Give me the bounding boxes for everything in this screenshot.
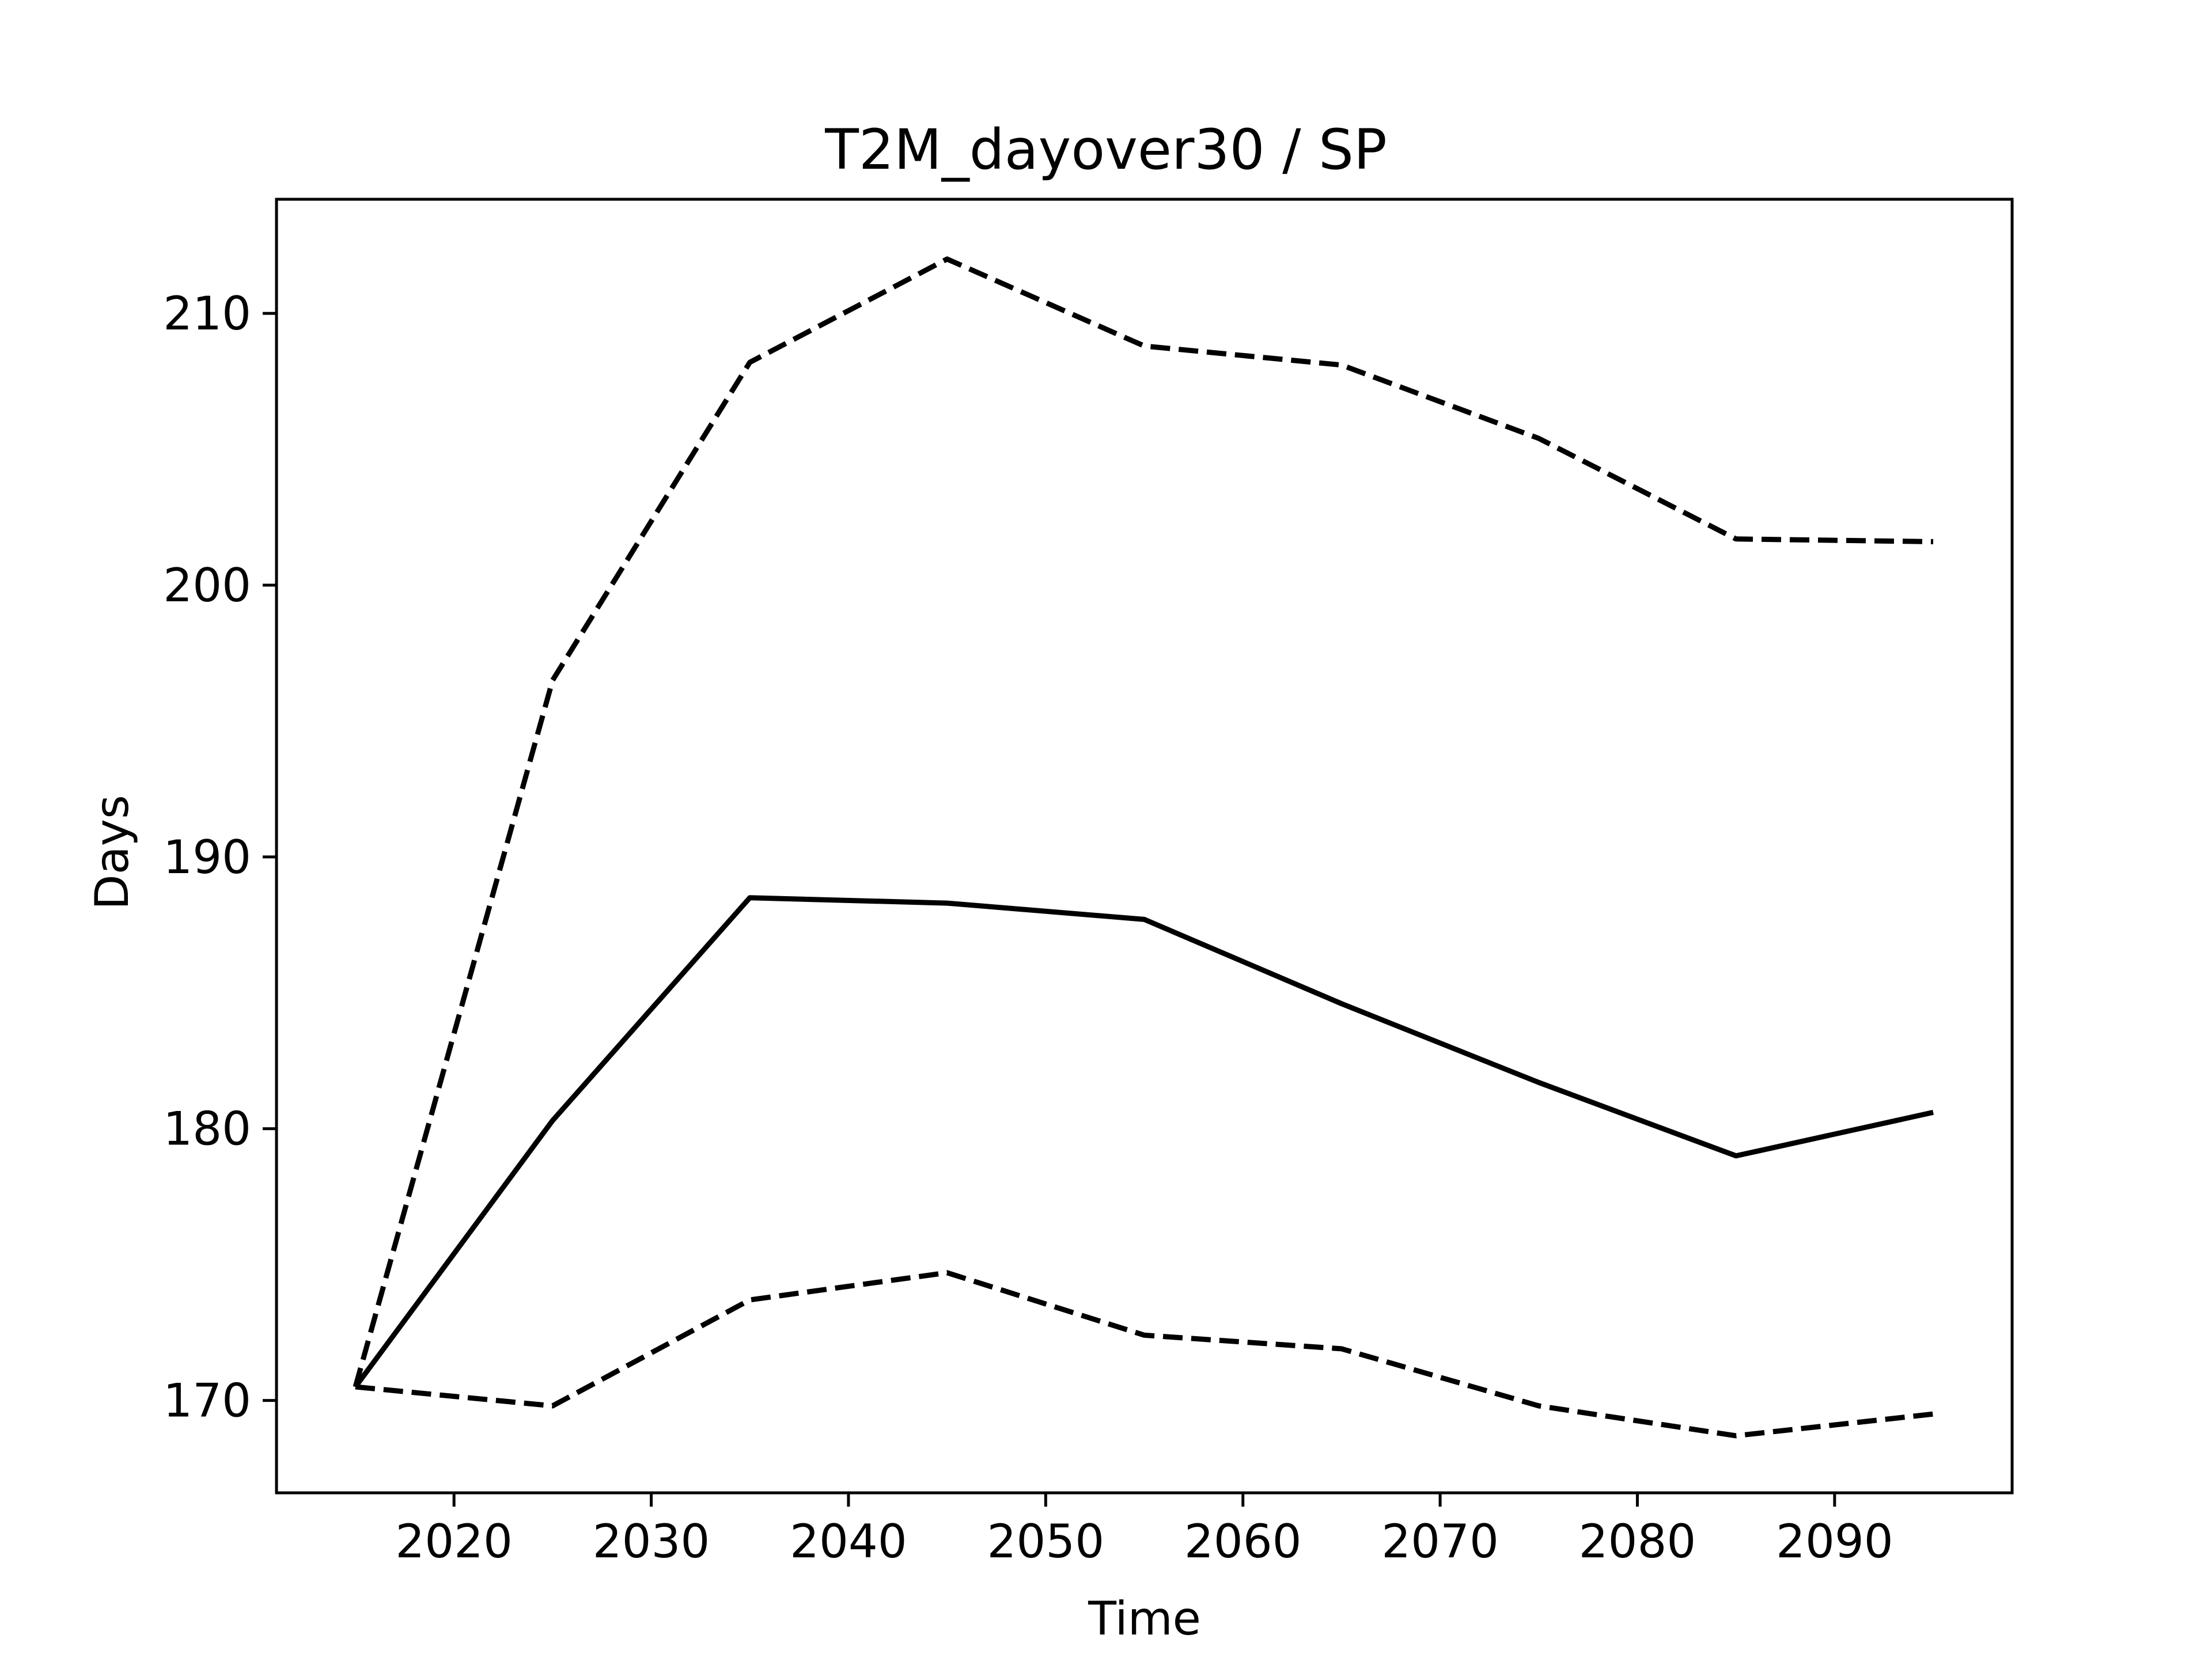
series-layer bbox=[353, 256, 1934, 1439]
y-tick-label: 210 bbox=[163, 287, 251, 340]
chart-title: T2M_dayover30 / SP bbox=[824, 117, 1387, 182]
x-tick-label: 2080 bbox=[1579, 1515, 1696, 1568]
series-line-1-solid bbox=[353, 895, 1934, 1389]
x-tick-label: 2040 bbox=[790, 1515, 907, 1568]
series-line-3-dashed bbox=[355, 1270, 1934, 1439]
x-axis-label: Time bbox=[1088, 1592, 1201, 1645]
y-tick-label: 180 bbox=[163, 1102, 251, 1156]
plot-frame bbox=[275, 198, 2014, 1495]
y-tick-label: 170 bbox=[163, 1374, 251, 1428]
x-tick-label: 2050 bbox=[987, 1515, 1105, 1568]
x-axis-ticks: 2020 2030 2040 2050 2060 2070 2080 2090 bbox=[395, 1493, 1893, 1568]
y-axis-ticks: 170 180 190 200 210 bbox=[163, 287, 276, 1428]
x-tick-label: 2020 bbox=[395, 1515, 513, 1568]
x-tick-label: 2030 bbox=[593, 1515, 710, 1568]
x-tick-label: 2060 bbox=[1184, 1515, 1302, 1568]
y-tick-label: 200 bbox=[163, 559, 251, 612]
y-tick-label: 190 bbox=[163, 830, 251, 884]
x-tick-label: 2090 bbox=[1776, 1515, 1893, 1568]
series-line-2-dashed bbox=[353, 256, 1934, 1388]
x-tick-label: 2070 bbox=[1381, 1515, 1499, 1568]
y-axis-label: Days bbox=[85, 795, 139, 910]
